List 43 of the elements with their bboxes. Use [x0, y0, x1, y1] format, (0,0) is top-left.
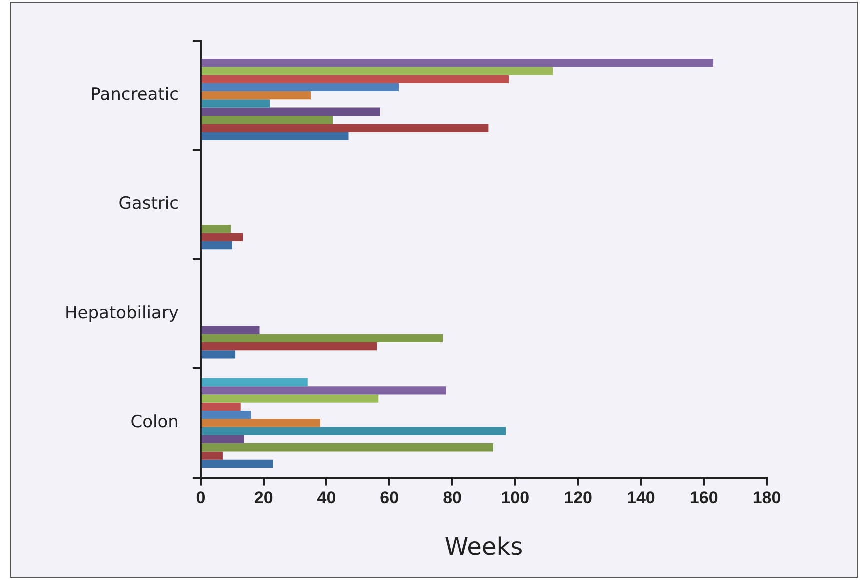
bar [202, 108, 380, 116]
bar [202, 116, 334, 124]
y-tick-label: Hepatobiliary [64, 303, 179, 324]
y-tick-label: Gastric [118, 194, 179, 214]
bar [202, 410, 252, 420]
x-tick-label: 140 [627, 488, 656, 508]
bar [202, 394, 379, 403]
bar [202, 460, 274, 468]
bar [202, 83, 400, 92]
bar [202, 132, 349, 140]
x-tick-label: 100 [501, 488, 530, 508]
bar [202, 378, 308, 387]
bar [202, 75, 510, 84]
bar [202, 419, 320, 428]
x-tick-label: 160 [690, 488, 718, 508]
y-tick-label: Colon [130, 412, 179, 433]
bar [202, 58, 714, 68]
bar [202, 435, 244, 444]
x-tick-label: 40 [317, 488, 336, 508]
bar [202, 350, 236, 359]
bar [202, 100, 270, 108]
bar [202, 444, 494, 452]
bar [202, 326, 260, 334]
y-tick-label: Pancreatic [90, 85, 179, 106]
x-axis-title: Weeks [444, 532, 524, 561]
bar [202, 452, 223, 460]
x-tick-label: 20 [254, 488, 274, 508]
bar [202, 386, 446, 395]
x-tick-label: 80 [443, 488, 462, 508]
bar [202, 233, 244, 242]
x-tick-label: 60 [380, 488, 400, 508]
bar [202, 241, 232, 250]
bar [202, 67, 554, 76]
bar [202, 427, 506, 436]
bar [202, 225, 232, 234]
bar [202, 402, 241, 411]
bar [202, 334, 444, 342]
x-tick-label: 180 [752, 488, 782, 508]
x-tick-label: 0 [196, 488, 206, 508]
bar [202, 92, 312, 100]
bar [202, 342, 378, 351]
bar [202, 124, 489, 132]
x-tick-label: 120 [564, 488, 592, 508]
